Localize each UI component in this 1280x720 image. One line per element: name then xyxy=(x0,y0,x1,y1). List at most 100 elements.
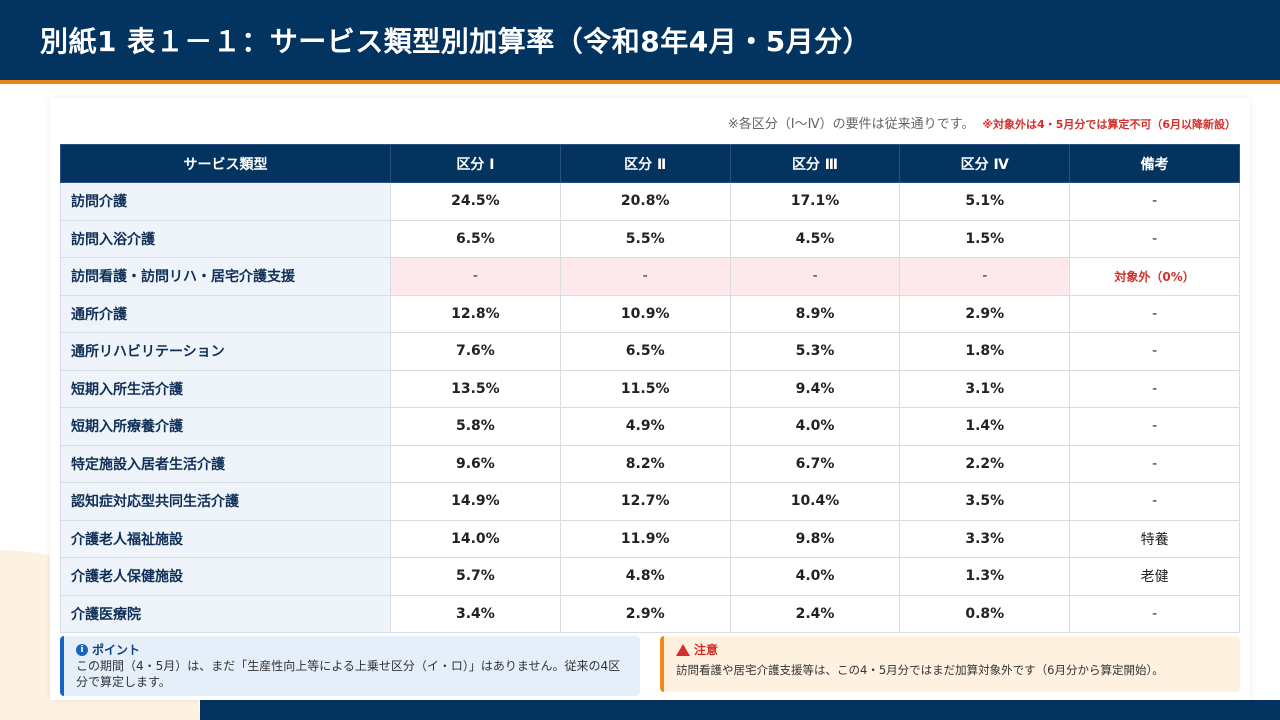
column-header: 区分 Ⅳ xyxy=(899,144,1071,183)
rate-cell: 6.5% xyxy=(390,219,561,258)
table-row: 通所介護 12.8% 10.9% 8.9% 2.9% - xyxy=(60,294,1240,333)
table-row: 介護医療院 3.4% 2.9% 2.4% 0.8% - xyxy=(60,594,1240,633)
warning-icon xyxy=(676,644,690,656)
rate-cell: 3.3% xyxy=(899,519,1071,558)
remark-cell: 老健 xyxy=(1069,557,1240,596)
service-type-cell: 短期入所療養介護 xyxy=(60,407,391,446)
warning-box: 注意 訪問看護や居宅介護支援等は、この4・5月分ではまだ加算対象外です（6月分か… xyxy=(660,636,1240,692)
rates-table: サービス類型 区分 Ⅰ 区分 Ⅱ 区分 Ⅲ 区分 Ⅳ 備考 訪問介護 24.5% 20.8% 1… xyxy=(60,144,1240,633)
note-text: ※各区分（Ⅰ～Ⅳ）の要件は従来通りです。 xyxy=(727,117,975,132)
remark-cell: - xyxy=(1069,219,1240,258)
rate-cell: 5.3% xyxy=(729,332,901,371)
info-icon: i xyxy=(76,644,88,656)
remark-cell: - xyxy=(1069,482,1240,521)
column-header: 区分 Ⅲ xyxy=(729,144,901,183)
service-type-cell: 認知症対応型共同生活介護 xyxy=(60,482,391,521)
requirements-note: ※各区分（Ⅰ～Ⅳ）の要件は従来通りです。 ※対象外は4・5月分では算定不可（6月以… xyxy=(728,113,1236,132)
service-type-cell: 介護老人保健施設 xyxy=(60,557,391,596)
rate-cell: 6.7% xyxy=(729,444,901,483)
rate-cell: 6.5% xyxy=(559,332,731,371)
decorative-band xyxy=(200,700,1280,720)
remark-cell: 対象外（0%） xyxy=(1069,257,1240,296)
point-title: ポイント xyxy=(92,643,141,657)
rate-cell: 4.0% xyxy=(729,557,901,596)
rate-cell: - xyxy=(899,257,1071,296)
header-bar: 別紙1 表１－１：サービス類型別加算率（令和8年4月・5月分） xyxy=(0,0,1280,84)
rate-cell: 1.3% xyxy=(899,557,1071,596)
table-row: 訪問入浴介護 6.5% 5.5% 4.5% 1.5% - xyxy=(60,219,1240,258)
service-type-cell: 訪問看護・訪問リハ・居宅介護支援 xyxy=(60,257,391,296)
remark-cell: - xyxy=(1069,332,1240,371)
rate-cell: 12.7% xyxy=(559,482,731,521)
column-header: 区分 Ⅱ xyxy=(559,144,731,183)
service-type-cell: 訪問入浴介護 xyxy=(60,219,391,258)
service-type-cell: 介護医療院 xyxy=(60,594,391,633)
rate-cell: 20.8% xyxy=(559,182,731,221)
table-row: 訪問介護 24.5% 20.8% 17.1% 5.1% - xyxy=(60,182,1240,221)
rate-cell: 5.8% xyxy=(390,407,561,446)
note-red-text: ※対象外は4・5月分では算定不可（6月以降新設） xyxy=(982,118,1236,131)
rate-cell: 0.8% xyxy=(899,594,1071,633)
table-header-row: サービス類型 区分 Ⅰ 区分 Ⅱ 区分 Ⅲ 区分 Ⅳ 備考 xyxy=(60,144,1240,183)
rate-cell: 14.9% xyxy=(390,482,561,521)
rate-cell: 9.8% xyxy=(729,519,901,558)
table-row: 特定施設入居者生活介護 9.6% 8.2% 6.7% 2.2% - xyxy=(60,444,1240,483)
point-body: この期間（4・5月）は、まだ「生産性向上等による上乗せ区分（イ・ロ）」はありませ… xyxy=(76,659,621,689)
remark-cell: - xyxy=(1069,407,1240,446)
rate-cell: 2.4% xyxy=(729,594,901,633)
point-box: i ポイント この期間（4・5月）は、まだ「生産性向上等による上乗せ区分（イ・ロ）… xyxy=(60,636,640,696)
service-type-cell: 介護老人福祉施設 xyxy=(60,519,391,558)
rate-cell: 5.1% xyxy=(899,182,1071,221)
content-card: ※各区分（Ⅰ～Ⅳ）の要件は従来通りです。 ※対象外は4・5月分では算定不可（6月以… xyxy=(50,98,1250,700)
rate-cell: 12.8% xyxy=(390,294,561,333)
table-row: 通所リハビリテーション 7.6% 6.5% 5.3% 1.8% - xyxy=(60,332,1240,371)
table-row: 認知症対応型共同生活介護 14.9% 12.7% 10.4% 3.5% - xyxy=(60,482,1240,521)
warning-title: 注意 xyxy=(694,643,719,657)
rate-cell: - xyxy=(390,257,561,296)
rate-cell: 11.5% xyxy=(559,369,731,408)
rate-cell: 1.4% xyxy=(899,407,1071,446)
rate-cell: 10.4% xyxy=(729,482,901,521)
table-row: 訪問看護・訪問リハ・居宅介護支援 - - - - 対象外（0%） xyxy=(60,257,1240,296)
rate-cell: 2.2% xyxy=(899,444,1071,483)
rate-cell: 11.9% xyxy=(559,519,731,558)
service-type-cell: 通所リハビリテーション xyxy=(60,332,391,371)
rate-cell: 7.6% xyxy=(390,332,561,371)
column-header: サービス類型 xyxy=(60,144,391,183)
page-title: 別紙1 表１－１：サービス類型別加算率（令和8年4月・5月分） xyxy=(40,25,872,58)
rate-cell: 8.2% xyxy=(559,444,731,483)
service-type-cell: 短期入所生活介護 xyxy=(60,369,391,408)
rate-cell: 8.9% xyxy=(729,294,901,333)
rate-cell: 17.1% xyxy=(729,182,901,221)
rate-cell: 3.5% xyxy=(899,482,1071,521)
warning-body: 訪問看護や居宅介護支援等は、この4・5月分ではまだ加算対象外です（6月分から算定… xyxy=(676,663,1164,677)
column-header: 区分 Ⅰ xyxy=(390,144,561,183)
rate-cell: - xyxy=(729,257,901,296)
rate-cell: 13.5% xyxy=(390,369,561,408)
rate-cell: 1.8% xyxy=(899,332,1071,371)
remark-cell: - xyxy=(1069,594,1240,633)
service-type-cell: 訪問介護 xyxy=(60,182,391,221)
table-row: 短期入所生活介護 13.5% 11.5% 9.4% 3.1% - xyxy=(60,369,1240,408)
table-row: 短期入所療養介護 5.8% 4.9% 4.0% 1.4% - xyxy=(60,407,1240,446)
rate-cell: 4.9% xyxy=(559,407,731,446)
rate-cell: 9.6% xyxy=(390,444,561,483)
service-type-cell: 通所介護 xyxy=(60,294,391,333)
remark-cell: - xyxy=(1069,444,1240,483)
rate-cell: 10.9% xyxy=(559,294,731,333)
rate-cell: 5.5% xyxy=(559,219,731,258)
table-row: 介護老人保健施設 5.7% 4.8% 4.0% 1.3% 老健 xyxy=(60,557,1240,596)
rate-cell: 14.0% xyxy=(390,519,561,558)
rate-cell: 3.1% xyxy=(899,369,1071,408)
rate-cell: 4.8% xyxy=(559,557,731,596)
rate-cell: 2.9% xyxy=(559,594,731,633)
table-row: 介護老人福祉施設 14.0% 11.9% 9.8% 3.3% 特養 xyxy=(60,519,1240,558)
remark-cell: - xyxy=(1069,182,1240,221)
table-body: 訪問介護 24.5% 20.8% 17.1% 5.1% - 訪問入浴介護 6.5% 5.5% 4.… xyxy=(60,182,1240,633)
column-header: 備考 xyxy=(1069,144,1240,183)
rate-cell: - xyxy=(559,257,731,296)
rate-cell: 5.7% xyxy=(390,557,561,596)
remark-cell: - xyxy=(1069,369,1240,408)
rate-cell: 2.9% xyxy=(899,294,1071,333)
rate-cell: 4.0% xyxy=(729,407,901,446)
